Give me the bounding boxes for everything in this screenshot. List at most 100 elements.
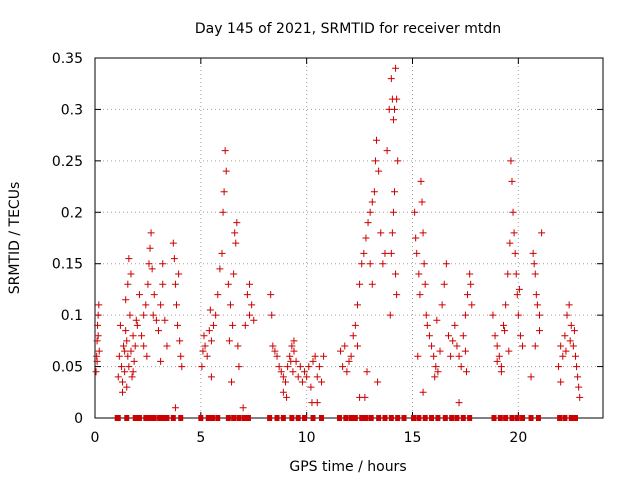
data-point — [148, 265, 156, 273]
zero-value-marker — [178, 415, 184, 421]
data-point — [289, 368, 297, 376]
y-tick-label: 0.05 — [52, 360, 83, 376]
data-point — [421, 280, 429, 288]
zero-value-marker — [435, 415, 441, 421]
data-point — [393, 291, 401, 299]
data-point — [123, 383, 131, 391]
zero-value-marker — [231, 415, 237, 421]
data-point — [127, 270, 135, 278]
data-point — [351, 321, 359, 329]
data-point — [288, 342, 296, 350]
y-tick-label: 0.2 — [61, 205, 83, 221]
zero-value-marker — [557, 415, 563, 421]
data-point — [531, 270, 539, 278]
data-point — [461, 347, 469, 355]
data-point — [391, 105, 399, 113]
zero-value-marker — [572, 415, 578, 421]
data-point — [444, 332, 452, 340]
data-point — [466, 270, 474, 278]
data-point — [313, 399, 321, 407]
data-point — [358, 260, 366, 268]
data-point — [212, 311, 220, 319]
data-point — [515, 285, 523, 293]
data-point — [233, 219, 241, 227]
data-point — [169, 239, 177, 247]
data-point — [493, 342, 501, 350]
data-point — [468, 301, 476, 309]
data-point — [219, 208, 227, 216]
data-point — [363, 368, 371, 376]
data-point — [347, 352, 355, 360]
data-point — [93, 357, 101, 365]
data-point — [157, 357, 165, 365]
data-point — [356, 280, 364, 288]
data-point — [422, 311, 430, 319]
zero-value-marker — [395, 415, 401, 421]
data-point — [392, 64, 400, 72]
data-point — [360, 249, 368, 257]
zero-value-marker — [289, 415, 295, 421]
data-point — [241, 321, 249, 329]
data-point — [489, 311, 497, 319]
data-point — [317, 378, 325, 386]
data-point — [416, 291, 424, 299]
data-point — [497, 368, 505, 376]
zero-value-marker — [295, 415, 301, 421]
y-tick-label: 0.15 — [52, 257, 83, 273]
data-point — [509, 208, 517, 216]
data-point — [559, 352, 567, 360]
data-point — [571, 352, 579, 360]
y-tick-label: 0.35 — [52, 51, 83, 67]
y-tick-label: 0.25 — [52, 154, 83, 170]
zero-value-marker — [336, 415, 342, 421]
data-point — [514, 311, 522, 319]
data-point — [216, 265, 224, 273]
y-tick-label: 0.3 — [61, 102, 83, 118]
data-point — [567, 321, 575, 329]
data-point — [562, 347, 570, 355]
data-point — [566, 337, 574, 345]
data-point — [501, 327, 509, 335]
data-point — [177, 352, 185, 360]
data-point — [229, 321, 237, 329]
data-point — [95, 347, 103, 355]
data-point — [349, 332, 357, 340]
data-point — [119, 378, 127, 386]
data-point — [294, 373, 302, 381]
data-point — [140, 342, 148, 350]
data-point — [387, 249, 395, 257]
data-point — [530, 260, 538, 268]
data-point — [290, 337, 298, 345]
zero-value-marker — [363, 415, 369, 421]
data-points — [92, 64, 584, 421]
y-tick-label: 0.1 — [61, 308, 83, 324]
data-point — [419, 229, 427, 237]
data-point — [392, 270, 400, 278]
zero-value-marker — [535, 415, 541, 421]
data-point — [491, 332, 499, 340]
data-point — [114, 373, 122, 381]
data-point — [129, 332, 137, 340]
zero-value-marker — [267, 415, 273, 421]
zero-value-marker — [198, 415, 204, 421]
zero-value-marker — [236, 415, 242, 421]
data-point — [414, 352, 422, 360]
data-point — [115, 352, 123, 360]
data-point — [519, 342, 527, 350]
data-point — [388, 229, 396, 237]
data-point — [117, 363, 125, 371]
data-point — [149, 311, 157, 319]
data-point — [279, 388, 287, 396]
zero-value-marker — [147, 415, 153, 421]
zero-value-marker — [376, 415, 382, 421]
data-point — [163, 342, 171, 350]
data-point — [576, 393, 584, 401]
data-point — [536, 311, 543, 319]
data-point — [178, 363, 186, 371]
data-point — [353, 301, 361, 309]
data-point — [303, 373, 311, 381]
zero-value-marker — [411, 415, 417, 421]
data-point — [451, 321, 459, 329]
data-point — [570, 327, 578, 335]
data-point — [423, 321, 431, 329]
